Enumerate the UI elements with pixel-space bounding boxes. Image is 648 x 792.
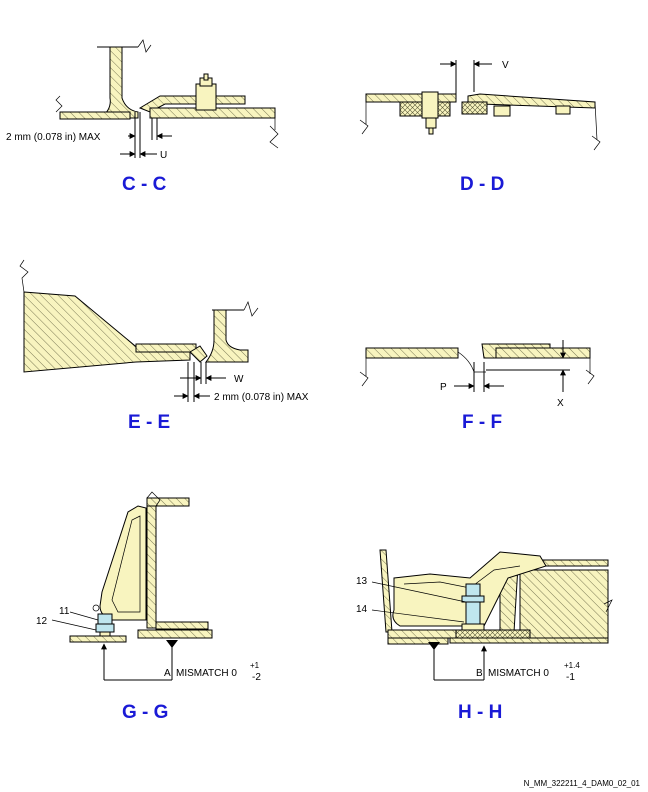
hh-datum: B — [476, 668, 483, 679]
hh-mismatch: MISMATCH 0 — [488, 668, 549, 679]
gg-skin-right — [137, 629, 213, 639]
dd-panel-left — [365, 93, 457, 103]
gg-title: G - G — [122, 702, 168, 723]
section-f-f: P X F - F — [359, 340, 595, 433]
drawing-reference: N_MM_322211_4_DAM0_02_01 — [524, 779, 641, 788]
gg-tol-upper: +1 — [250, 661, 260, 670]
hh-tol-lower: -1 — [566, 672, 575, 683]
gg-frame-web — [146, 497, 157, 629]
cc-gap-label: 2 mm (0.078 in) MAX — [6, 132, 101, 143]
dd-title: D - D — [460, 174, 504, 195]
cc-frame-flange — [98, 46, 139, 119]
hh-title: H - H — [458, 702, 502, 723]
hh-item-13: 13 — [356, 576, 368, 587]
ff-panel-left — [365, 347, 459, 359]
gg-fitting — [99, 505, 147, 621]
ff-title: F - F — [462, 412, 502, 433]
ff-x-label: X — [557, 398, 564, 409]
section-g-g: 11 12 A MISMATCH 0 +1 -2 G - G — [36, 491, 261, 723]
cc-u-label: U — [160, 150, 167, 161]
cc-skin-left — [59, 111, 131, 120]
ee-gap-label: 2 mm (0.078 in) MAX — [214, 392, 309, 403]
ee-panel — [135, 343, 197, 353]
section-c-c: 2 mm (0.078 in) MAX U C - C — [6, 39, 279, 195]
section-e-e: W 2 mm (0.078 in) MAX E - E — [19, 259, 309, 433]
ff-panel-right — [495, 347, 591, 359]
section-h-h: 13 14 B MISMATCH 0 +1.4 -1 H - H — [356, 549, 613, 723]
ee-angle — [204, 309, 249, 363]
hh-door-structure — [519, 569, 609, 641]
gg-item-12: 12 — [36, 616, 48, 627]
dd-fastener — [421, 91, 439, 119]
gg-tol-lower: -2 — [252, 672, 261, 683]
cc-fastener — [195, 83, 217, 111]
ee-w-label: W — [234, 374, 244, 385]
gg-skin-left — [69, 635, 127, 643]
section-d-d: V D - D — [359, 60, 601, 195]
gg-datum: A — [164, 668, 171, 679]
ee-title: E - E — [128, 412, 170, 433]
hh-bolt-head — [465, 583, 481, 597]
dd-v-label: V — [502, 60, 509, 71]
gg-item-11: 11 — [59, 606, 70, 617]
gg-mismatch: MISMATCH 0 — [176, 668, 237, 679]
gg-nut — [97, 613, 113, 625]
hh-skin-left — [387, 629, 465, 639]
hh-tol-upper: +1.4 — [564, 661, 580, 670]
ff-p-label: P — [440, 382, 447, 393]
hh-item-14: 14 — [356, 604, 368, 615]
cc-title: C - C — [122, 174, 167, 195]
ee-main-fitting — [23, 291, 191, 373]
